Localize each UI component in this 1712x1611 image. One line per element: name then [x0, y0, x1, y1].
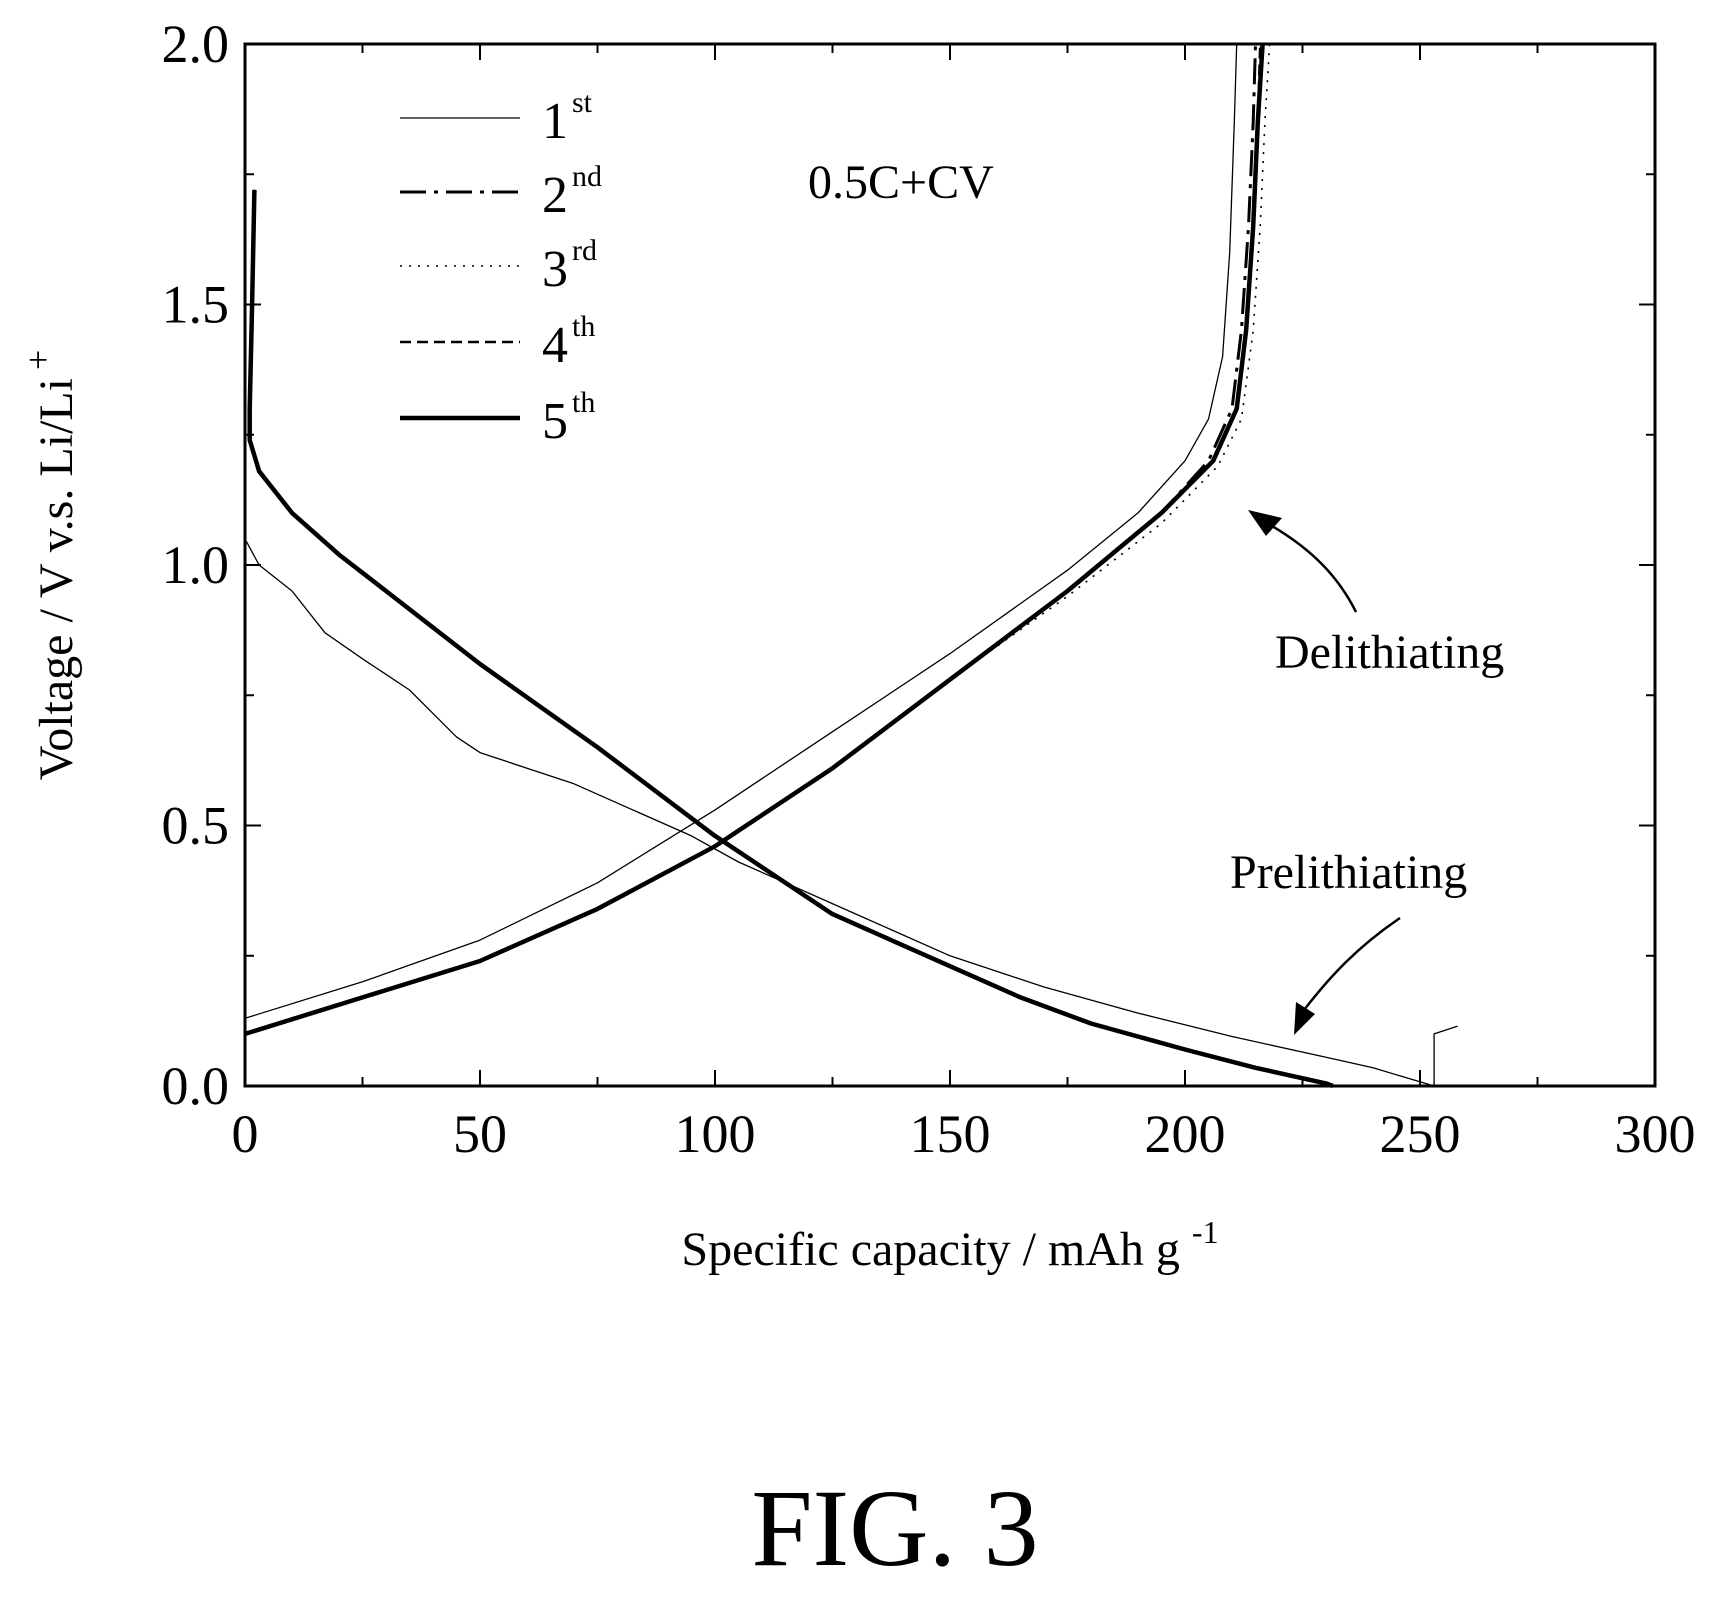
annotation-delithiating: Delithiating — [1275, 626, 1504, 679]
x-tick-label: 0 — [232, 1104, 259, 1164]
series-1-curve-2 — [244, 43, 1238, 1019]
x-tick-label: 200 — [1145, 1104, 1226, 1164]
series-4-curve-1 — [248, 189, 1334, 1088]
y-tick-label: 1.5 — [162, 275, 230, 335]
delithiating-arrow — [1264, 520, 1358, 613]
x-tick-label: 150 — [910, 1104, 991, 1164]
series-2-curve-1 — [248, 189, 1334, 1088]
x-axis-title: Specific capacity / mAh g -1 — [681, 1214, 1218, 1276]
x-tick-label: 250 — [1380, 1104, 1461, 1164]
y-tick-label: 1.0 — [162, 535, 230, 595]
series-4-curve-2 — [244, 43, 1262, 1036]
series-3-curve-2 — [244, 43, 1271, 1035]
series-2-curve-2 — [244, 43, 1257, 1036]
y-axis-title: Voltage / V v.s. Li/Li+ — [18, 350, 83, 781]
y-tick-label: 0.5 — [162, 796, 230, 856]
y-tick-label: 0.0 — [162, 1056, 230, 1116]
tick-labels: 0 50 100 150 200 250 300 0.0 0.5 1.0 1.5 2.0 — [162, 14, 1696, 1164]
prelithiating-arrow — [1296, 916, 1401, 1019]
series-3-curve-1 — [248, 189, 1334, 1087]
legend: 1 st 2 nd 3 rd 4 th 5 th — [400, 86, 602, 450]
y-tick-label: 2.0 — [162, 14, 230, 74]
x-tick-label: 300 — [1615, 1104, 1696, 1164]
x-tick-label: 50 — [453, 1104, 507, 1164]
series-curves — [244, 43, 1458, 1089]
series-1-curve-1 — [244, 538, 1458, 1087]
delithiating-arrowhead — [1248, 510, 1282, 536]
annotation-prelithiating: Prelithiating — [1230, 846, 1467, 899]
series-5-curve-1 — [247, 189, 1334, 1089]
x-tick-label: 100 — [675, 1104, 756, 1164]
plot-frame — [243, 42, 1657, 1088]
series-5-curve-2 — [244, 43, 1265, 1037]
condition-label: 0.5C+CV — [808, 156, 994, 209]
figure-label: FIG. 3 — [751, 1467, 1038, 1589]
prelithiating-arrowhead — [1294, 1002, 1315, 1035]
